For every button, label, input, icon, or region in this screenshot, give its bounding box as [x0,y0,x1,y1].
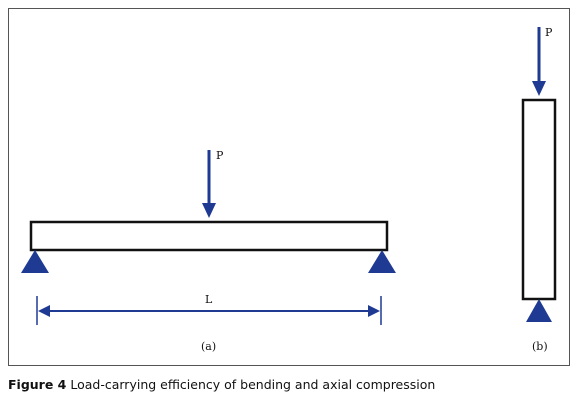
beam-load-arrow [202,150,216,218]
column-body [521,98,557,301]
beam-right-support [368,250,396,273]
figure-number: Figure 4 [8,377,67,392]
span-dimension [36,296,382,325]
column-load-label: P [545,26,553,39]
beam-body [29,220,389,252]
figure-caption-text: Load-carrying efficiency of bending and … [70,377,436,392]
column-panel-b: P (b) [521,26,557,353]
beam-panel-a: P L (a) [21,149,396,353]
column-base-support [526,299,552,322]
span-label: L [205,293,213,306]
panel-b-label: (b) [532,340,548,353]
panel-a-label: (a) [201,340,216,353]
figure-frame [8,8,570,366]
column-load-arrow [532,27,546,96]
beam-left-support [21,250,49,273]
figure-caption: Figure 4 Load-carrying efficiency of ben… [8,377,435,392]
beam-load-label: P [216,149,224,162]
